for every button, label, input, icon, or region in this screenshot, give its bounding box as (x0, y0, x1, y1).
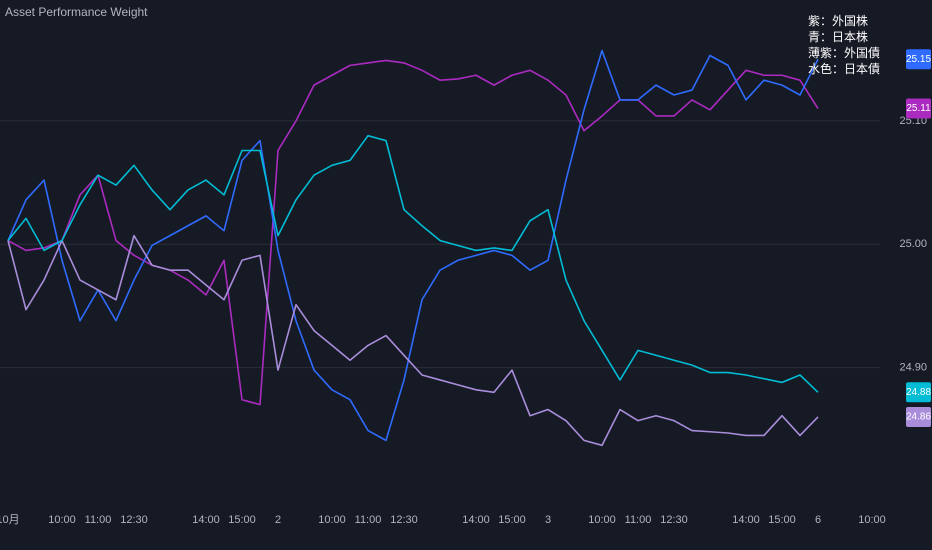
x-tick-label: 11:00 (355, 514, 382, 526)
price-tag (906, 406, 931, 427)
x-tick-label: 12:30 (120, 514, 148, 526)
series-line (7, 234, 819, 447)
price-tag-label: 25.15 (906, 54, 931, 65)
x-tick-label: 6 (815, 514, 821, 526)
y-tick-label: 25.00 (899, 238, 927, 250)
legend-entry: 水色：日本債 (808, 61, 880, 76)
chart-title: Asset Performance Weight (5, 5, 148, 19)
x-tick-label: 14:00 (732, 514, 760, 526)
price-tag-label: 25.11 (906, 103, 931, 114)
price-tag (906, 98, 931, 119)
y-tick-label: 24.90 (899, 362, 927, 374)
x-tick-label: 15:00 (228, 514, 256, 526)
series-line (7, 49, 819, 442)
legend-entry: 紫：外国株 (808, 13, 868, 28)
x-tick-label: 10:00 (318, 514, 346, 526)
x-tick-label: 11:00 (625, 514, 652, 526)
x-tick-label: 12:30 (390, 514, 418, 526)
x-tick-label: 2 (275, 514, 281, 526)
x-tick-label: 11:00 (85, 514, 112, 526)
x-tick-label: 10:00 (48, 514, 76, 526)
price-tag (906, 49, 931, 70)
price-tag-label: 24.86 (906, 412, 931, 423)
price-tag-label: 24.88 (906, 387, 931, 398)
legend-entry: 薄紫：外国債 (808, 45, 880, 60)
x-tick-label: 15:00 (498, 514, 526, 526)
x-tick-label: 10:00 (588, 514, 616, 526)
x-tick-label: 14:00 (462, 514, 490, 526)
x-tick-label: 3 (545, 514, 551, 526)
x-tick-label: 10:00 (858, 514, 886, 526)
x-tick-label: 15:00 (768, 514, 796, 526)
series-line (7, 59, 819, 406)
x-tick-label: 10月 (0, 514, 20, 526)
price-tag (906, 382, 931, 403)
x-tick-label: 12:30 (660, 514, 688, 526)
series-line (7, 134, 819, 393)
x-tick-label: 14:00 (192, 514, 220, 526)
legend-entry: 青：日本株 (808, 29, 868, 44)
